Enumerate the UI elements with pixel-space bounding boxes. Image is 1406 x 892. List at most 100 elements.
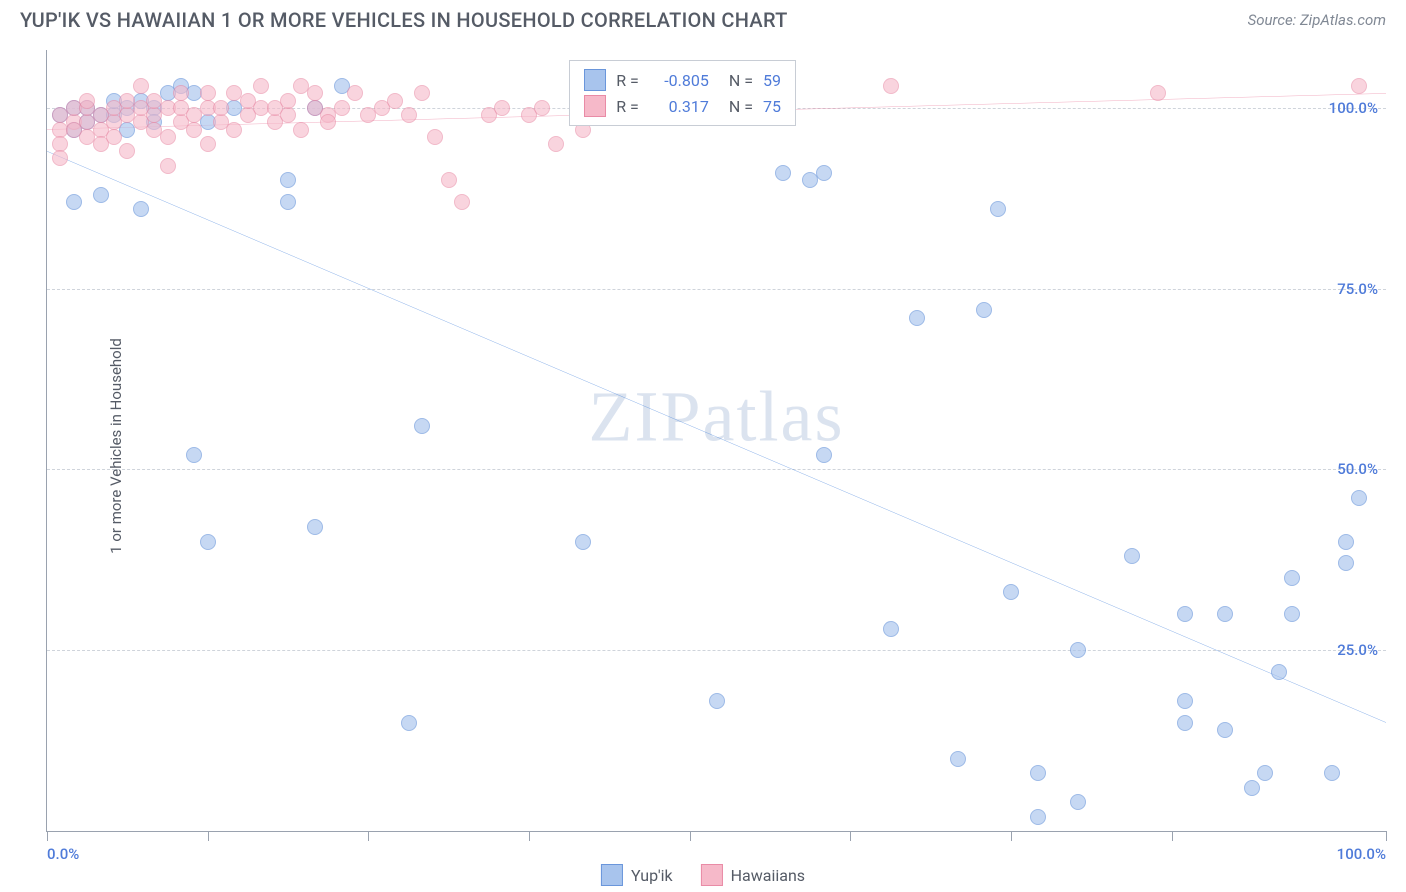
data-point bbox=[802, 172, 818, 188]
data-point bbox=[1030, 765, 1046, 781]
bottom-legend-label: Hawaiians bbox=[731, 866, 805, 885]
data-point bbox=[534, 100, 550, 116]
data-point bbox=[1177, 693, 1193, 709]
legend-row: R =-0.805N =59 bbox=[584, 67, 781, 93]
data-point bbox=[186, 122, 202, 138]
legend-r-value: 0.317 bbox=[649, 97, 709, 116]
data-point bbox=[106, 129, 122, 145]
legend-swatch bbox=[584, 69, 606, 91]
x-tick bbox=[1386, 831, 1387, 841]
data-point bbox=[307, 85, 323, 101]
legend-n-label: N = bbox=[729, 71, 753, 90]
x-tick bbox=[690, 831, 691, 841]
data-point bbox=[1177, 606, 1193, 622]
data-point bbox=[226, 122, 242, 138]
data-point bbox=[320, 114, 336, 130]
data-point bbox=[280, 107, 296, 123]
chart-source: Source: ZipAtlas.com bbox=[1248, 11, 1386, 29]
data-point bbox=[280, 194, 296, 210]
x-tick bbox=[1011, 831, 1012, 841]
data-point bbox=[213, 100, 229, 116]
data-point bbox=[1150, 85, 1166, 101]
legend-r-value: -0.805 bbox=[649, 71, 709, 90]
x-tick-label: 0.0% bbox=[47, 845, 79, 863]
data-point bbox=[160, 129, 176, 145]
data-point bbox=[1030, 809, 1046, 825]
data-point bbox=[387, 93, 403, 109]
data-point bbox=[401, 715, 417, 731]
data-point bbox=[200, 136, 216, 152]
data-point bbox=[1338, 534, 1354, 550]
data-point bbox=[66, 194, 82, 210]
data-point bbox=[93, 187, 109, 203]
data-point bbox=[52, 150, 68, 166]
data-point bbox=[160, 158, 176, 174]
legend-swatch bbox=[601, 864, 623, 886]
data-point bbox=[1124, 548, 1140, 564]
trend-line-yup'ik bbox=[47, 151, 1386, 722]
data-point bbox=[441, 172, 457, 188]
legend-r-label: R = bbox=[616, 71, 639, 90]
data-point bbox=[253, 78, 269, 94]
x-tick-label: 100.0% bbox=[1337, 845, 1386, 863]
data-point bbox=[1271, 664, 1287, 680]
data-point bbox=[1284, 570, 1300, 586]
data-point bbox=[575, 534, 591, 550]
data-point bbox=[990, 201, 1006, 217]
data-point bbox=[1257, 765, 1273, 781]
bottom-legend-label: Yup'ik bbox=[631, 866, 673, 885]
data-point bbox=[133, 78, 149, 94]
data-point bbox=[1284, 606, 1300, 622]
scatter-plot-area: ZIPatlas 25.0%50.0%75.0%100.0%0.0%100.0%… bbox=[46, 50, 1386, 832]
bottom-legend: Yup'ik Hawaiians bbox=[601, 864, 805, 886]
data-point bbox=[1324, 765, 1340, 781]
bottom-legend-item: Yup'ik bbox=[601, 864, 673, 886]
data-point bbox=[1338, 555, 1354, 571]
data-point bbox=[548, 136, 564, 152]
x-tick bbox=[47, 831, 48, 841]
data-point bbox=[280, 93, 296, 109]
data-point bbox=[293, 122, 309, 138]
data-point bbox=[883, 621, 899, 637]
data-point bbox=[186, 447, 202, 463]
data-point bbox=[909, 310, 925, 326]
data-point bbox=[280, 172, 296, 188]
data-point bbox=[1351, 490, 1367, 506]
bottom-legend-item: Hawaiians bbox=[701, 864, 805, 886]
data-point bbox=[950, 751, 966, 767]
data-point bbox=[1070, 794, 1086, 810]
x-tick bbox=[368, 831, 369, 841]
legend-swatch bbox=[584, 95, 606, 117]
x-tick bbox=[529, 831, 530, 841]
data-point bbox=[816, 447, 832, 463]
data-point bbox=[883, 78, 899, 94]
data-point bbox=[1070, 642, 1086, 658]
data-point bbox=[200, 534, 216, 550]
legend-n-value: 75 bbox=[763, 97, 781, 116]
data-point bbox=[1177, 715, 1193, 731]
x-tick bbox=[1172, 831, 1173, 841]
data-point bbox=[414, 85, 430, 101]
data-point bbox=[79, 93, 95, 109]
chart-title: YUP'IK VS HAWAIIAN 1 OR MORE VEHICLES IN… bbox=[20, 8, 788, 32]
data-point bbox=[414, 418, 430, 434]
correlation-legend: R =-0.805N =59R = 0.317N =75 bbox=[569, 60, 796, 126]
data-point bbox=[334, 100, 350, 116]
legend-n-label: N = bbox=[729, 97, 753, 116]
data-point bbox=[427, 129, 443, 145]
x-tick bbox=[208, 831, 209, 841]
legend-swatch bbox=[701, 864, 723, 886]
data-point bbox=[1003, 584, 1019, 600]
data-point bbox=[775, 165, 791, 181]
chart-header: YUP'IK VS HAWAIIAN 1 OR MORE VEHICLES IN… bbox=[0, 0, 1406, 36]
data-point bbox=[200, 85, 216, 101]
data-point bbox=[307, 519, 323, 535]
legend-r-label: R = bbox=[616, 97, 639, 116]
legend-row: R = 0.317 N = 75 bbox=[584, 93, 781, 119]
data-point bbox=[133, 201, 149, 217]
data-point bbox=[173, 85, 189, 101]
data-point bbox=[347, 85, 363, 101]
data-point bbox=[1351, 78, 1367, 94]
data-point bbox=[1244, 780, 1260, 796]
data-point bbox=[1217, 722, 1233, 738]
